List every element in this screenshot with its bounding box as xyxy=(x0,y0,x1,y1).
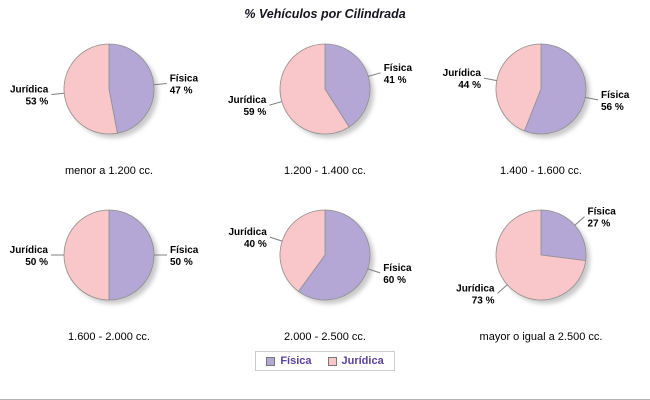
pie-category-label: 1.600 - 2.000 cc. xyxy=(68,331,150,343)
slice-value-label: 60 % xyxy=(383,275,406,286)
pie-cell-2: Física 56 % Jurídica 44 % 1.400 - 1.600 cc. xyxy=(433,25,649,181)
pie-cell-5: Física 27 % Jurídica 73 % mayor o igual a 2.… xyxy=(433,191,649,347)
slice-name-label: Física xyxy=(170,74,199,85)
pie-slice-0 xyxy=(298,209,371,301)
label-leader-line xyxy=(153,83,167,86)
pie-slice-0 xyxy=(524,43,587,135)
slice-value-label: 73 % xyxy=(472,295,495,306)
label-leader-line xyxy=(585,96,599,101)
slice-name-label: Física xyxy=(601,90,630,101)
slice-name-label: Jurídica xyxy=(228,95,267,106)
pie-cell-1: Física 41 % Jurídica 59 % 1.200 - 1.400 cc. xyxy=(217,25,433,181)
label-leader-line xyxy=(368,72,381,77)
pie-category-label: 1.400 - 1.600 cc. xyxy=(500,165,582,177)
pie-slice-0 xyxy=(108,43,155,134)
pie-slice-1 xyxy=(63,209,110,301)
slice-name-label: Física xyxy=(588,207,617,218)
slice-name-label: Física xyxy=(383,263,412,274)
slice-value-label: 44 % xyxy=(458,80,481,91)
legend-item-1: Jurídica xyxy=(327,355,384,367)
pie-slice-0 xyxy=(540,209,587,262)
slice-value-label: 56 % xyxy=(601,102,624,113)
slice-name-label: Física xyxy=(384,63,413,74)
slice-value-label: 27 % xyxy=(588,219,611,230)
slice-name-label: Jurídica xyxy=(443,68,482,79)
pie-cell-0: Física 47 % Jurídica 53 % menor a 1.200 cc. xyxy=(1,25,217,181)
label-leader-line xyxy=(574,216,585,226)
slice-value-label: 50 % xyxy=(25,257,48,268)
legend-label: Física xyxy=(280,355,312,367)
slice-value-label: 59 % xyxy=(244,107,267,118)
slice-value-label: 50 % xyxy=(170,257,193,268)
slice-name-label: Jurídica xyxy=(228,227,267,238)
label-leader-line xyxy=(269,236,283,242)
pie-slice-1 xyxy=(279,209,326,292)
legend-label: Jurídica xyxy=(341,355,384,367)
legend-swatch xyxy=(327,356,337,366)
chart-title: % Vehículos por Cilindrada xyxy=(244,7,406,21)
slice-value-label: 47 % xyxy=(170,86,193,97)
pie-slice-1 xyxy=(495,209,587,301)
label-leader-line xyxy=(497,284,508,294)
pie-category-label: mayor o igual a 2.500 cc. xyxy=(479,331,603,343)
slice-name-label: Jurídica xyxy=(10,85,49,96)
slice-name-label: Jurídica xyxy=(10,245,49,256)
pie-cell-3: Física 50 % Jurídica 50 % 1.600 - 2.000 cc. xyxy=(1,191,217,347)
slice-value-label: 53 % xyxy=(26,97,49,108)
label-leader-line xyxy=(51,92,65,95)
label-leader-line xyxy=(269,101,282,106)
slice-name-label: Jurídica xyxy=(456,283,495,294)
pie-category-label: 1.200 - 1.400 cc. xyxy=(284,165,366,177)
legend-box: Física Jurídica xyxy=(255,351,395,371)
slice-value-label: 40 % xyxy=(244,239,267,250)
pie-slice-1 xyxy=(495,43,542,132)
label-leader-line xyxy=(367,268,381,274)
pie-grid: Física 47 % Jurídica 53 % menor a 1.200 cc. F… xyxy=(0,25,650,347)
pie-category-label: 2.000 - 2.500 cc. xyxy=(284,331,366,343)
slice-value-label: 41 % xyxy=(384,75,407,86)
label-leader-line xyxy=(483,77,497,82)
pie-category-label: menor a 1.200 cc. xyxy=(64,165,154,177)
chart-legend: Física Jurídica xyxy=(0,351,650,371)
legend-item-0: Física xyxy=(266,355,312,367)
slice-name-label: Física xyxy=(170,245,199,256)
legend-swatch xyxy=(266,356,276,366)
pie-slice-1 xyxy=(63,43,118,135)
pie-cell-4: Física 60 % Jurídica 40 % 2.000 - 2.500 cc. xyxy=(217,191,433,347)
